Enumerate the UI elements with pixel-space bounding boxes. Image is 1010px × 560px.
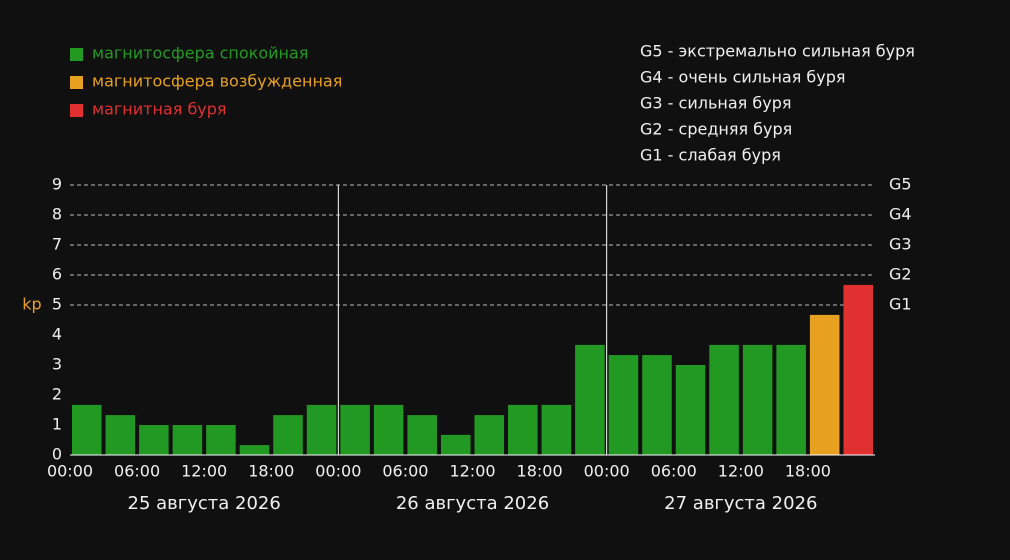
bar <box>440 434 471 455</box>
y2-tick-label: G3 <box>889 235 912 254</box>
bar <box>172 425 203 455</box>
day-label: 26 августа 2026 <box>396 493 549 514</box>
y2-tick-label: G4 <box>889 205 912 224</box>
bar <box>742 344 773 455</box>
bar <box>340 404 370 455</box>
day-label: 25 августа 2026 <box>128 493 281 514</box>
bar <box>642 355 672 455</box>
x-tick-label: 06:00 <box>651 462 697 481</box>
bar <box>139 425 169 455</box>
bar <box>474 415 505 455</box>
legend-swatch <box>70 104 83 117</box>
x-tick-label: 12:00 <box>449 462 495 481</box>
bar <box>105 415 136 455</box>
bar <box>608 355 639 455</box>
legend-swatch <box>70 76 83 89</box>
bar <box>709 344 739 455</box>
y-tick-label: 1 <box>52 415 62 434</box>
bar <box>843 284 873 455</box>
y-tick-label: 9 <box>52 175 62 194</box>
x-tick-label: 06:00 <box>382 462 428 481</box>
y-tick-label: 7 <box>52 235 62 254</box>
bar <box>541 404 572 455</box>
x-tick-label: 18:00 <box>785 462 831 481</box>
bar <box>72 404 102 455</box>
y-tick-label: 2 <box>52 385 62 404</box>
x-tick-label: 12:00 <box>718 462 764 481</box>
y-tick-label: 5 <box>52 295 62 314</box>
scale-note: G2 - средняя буря <box>640 120 792 139</box>
y2-tick-label: G5 <box>889 175 912 194</box>
y2-tick-label: G2 <box>889 265 912 284</box>
x-tick-label: 06:00 <box>114 462 160 481</box>
bar <box>239 445 270 455</box>
bar <box>809 314 840 455</box>
y-axis-label: kp <box>22 295 41 314</box>
bar <box>675 365 706 455</box>
x-tick-label: 00:00 <box>47 462 93 481</box>
scale-note: G1 - слабая буря <box>640 146 781 165</box>
y-tick-label: 8 <box>52 205 62 224</box>
x-tick-label: 00:00 <box>584 462 630 481</box>
bar <box>776 344 806 455</box>
y2-tick-label: G1 <box>889 295 912 314</box>
legend-label: магнитосфера возбужденная <box>92 72 342 91</box>
bar <box>306 404 337 455</box>
bar <box>273 415 303 455</box>
x-tick-label: 00:00 <box>315 462 361 481</box>
scale-note: G3 - сильная буря <box>640 94 791 113</box>
bar <box>206 425 236 455</box>
y-tick-label: 0 <box>52 445 62 464</box>
y-tick-label: 4 <box>52 325 62 344</box>
bar <box>373 404 404 455</box>
x-tick-label: 18:00 <box>248 462 294 481</box>
scale-note: G5 - экстремально сильная буря <box>640 42 915 61</box>
bar <box>508 404 538 455</box>
day-label: 27 августа 2026 <box>664 493 817 514</box>
bar <box>575 344 605 455</box>
x-tick-label: 18:00 <box>517 462 563 481</box>
legend-label: магнитосфера спокойная <box>92 44 308 63</box>
scale-note: G4 - очень сильная буря <box>640 68 846 87</box>
y-tick-label: 6 <box>52 265 62 284</box>
y-tick-label: 3 <box>52 355 62 374</box>
legend-label: магнитная буря <box>92 100 227 119</box>
legend-swatch <box>70 48 83 61</box>
bar <box>407 415 437 455</box>
x-tick-label: 12:00 <box>181 462 227 481</box>
